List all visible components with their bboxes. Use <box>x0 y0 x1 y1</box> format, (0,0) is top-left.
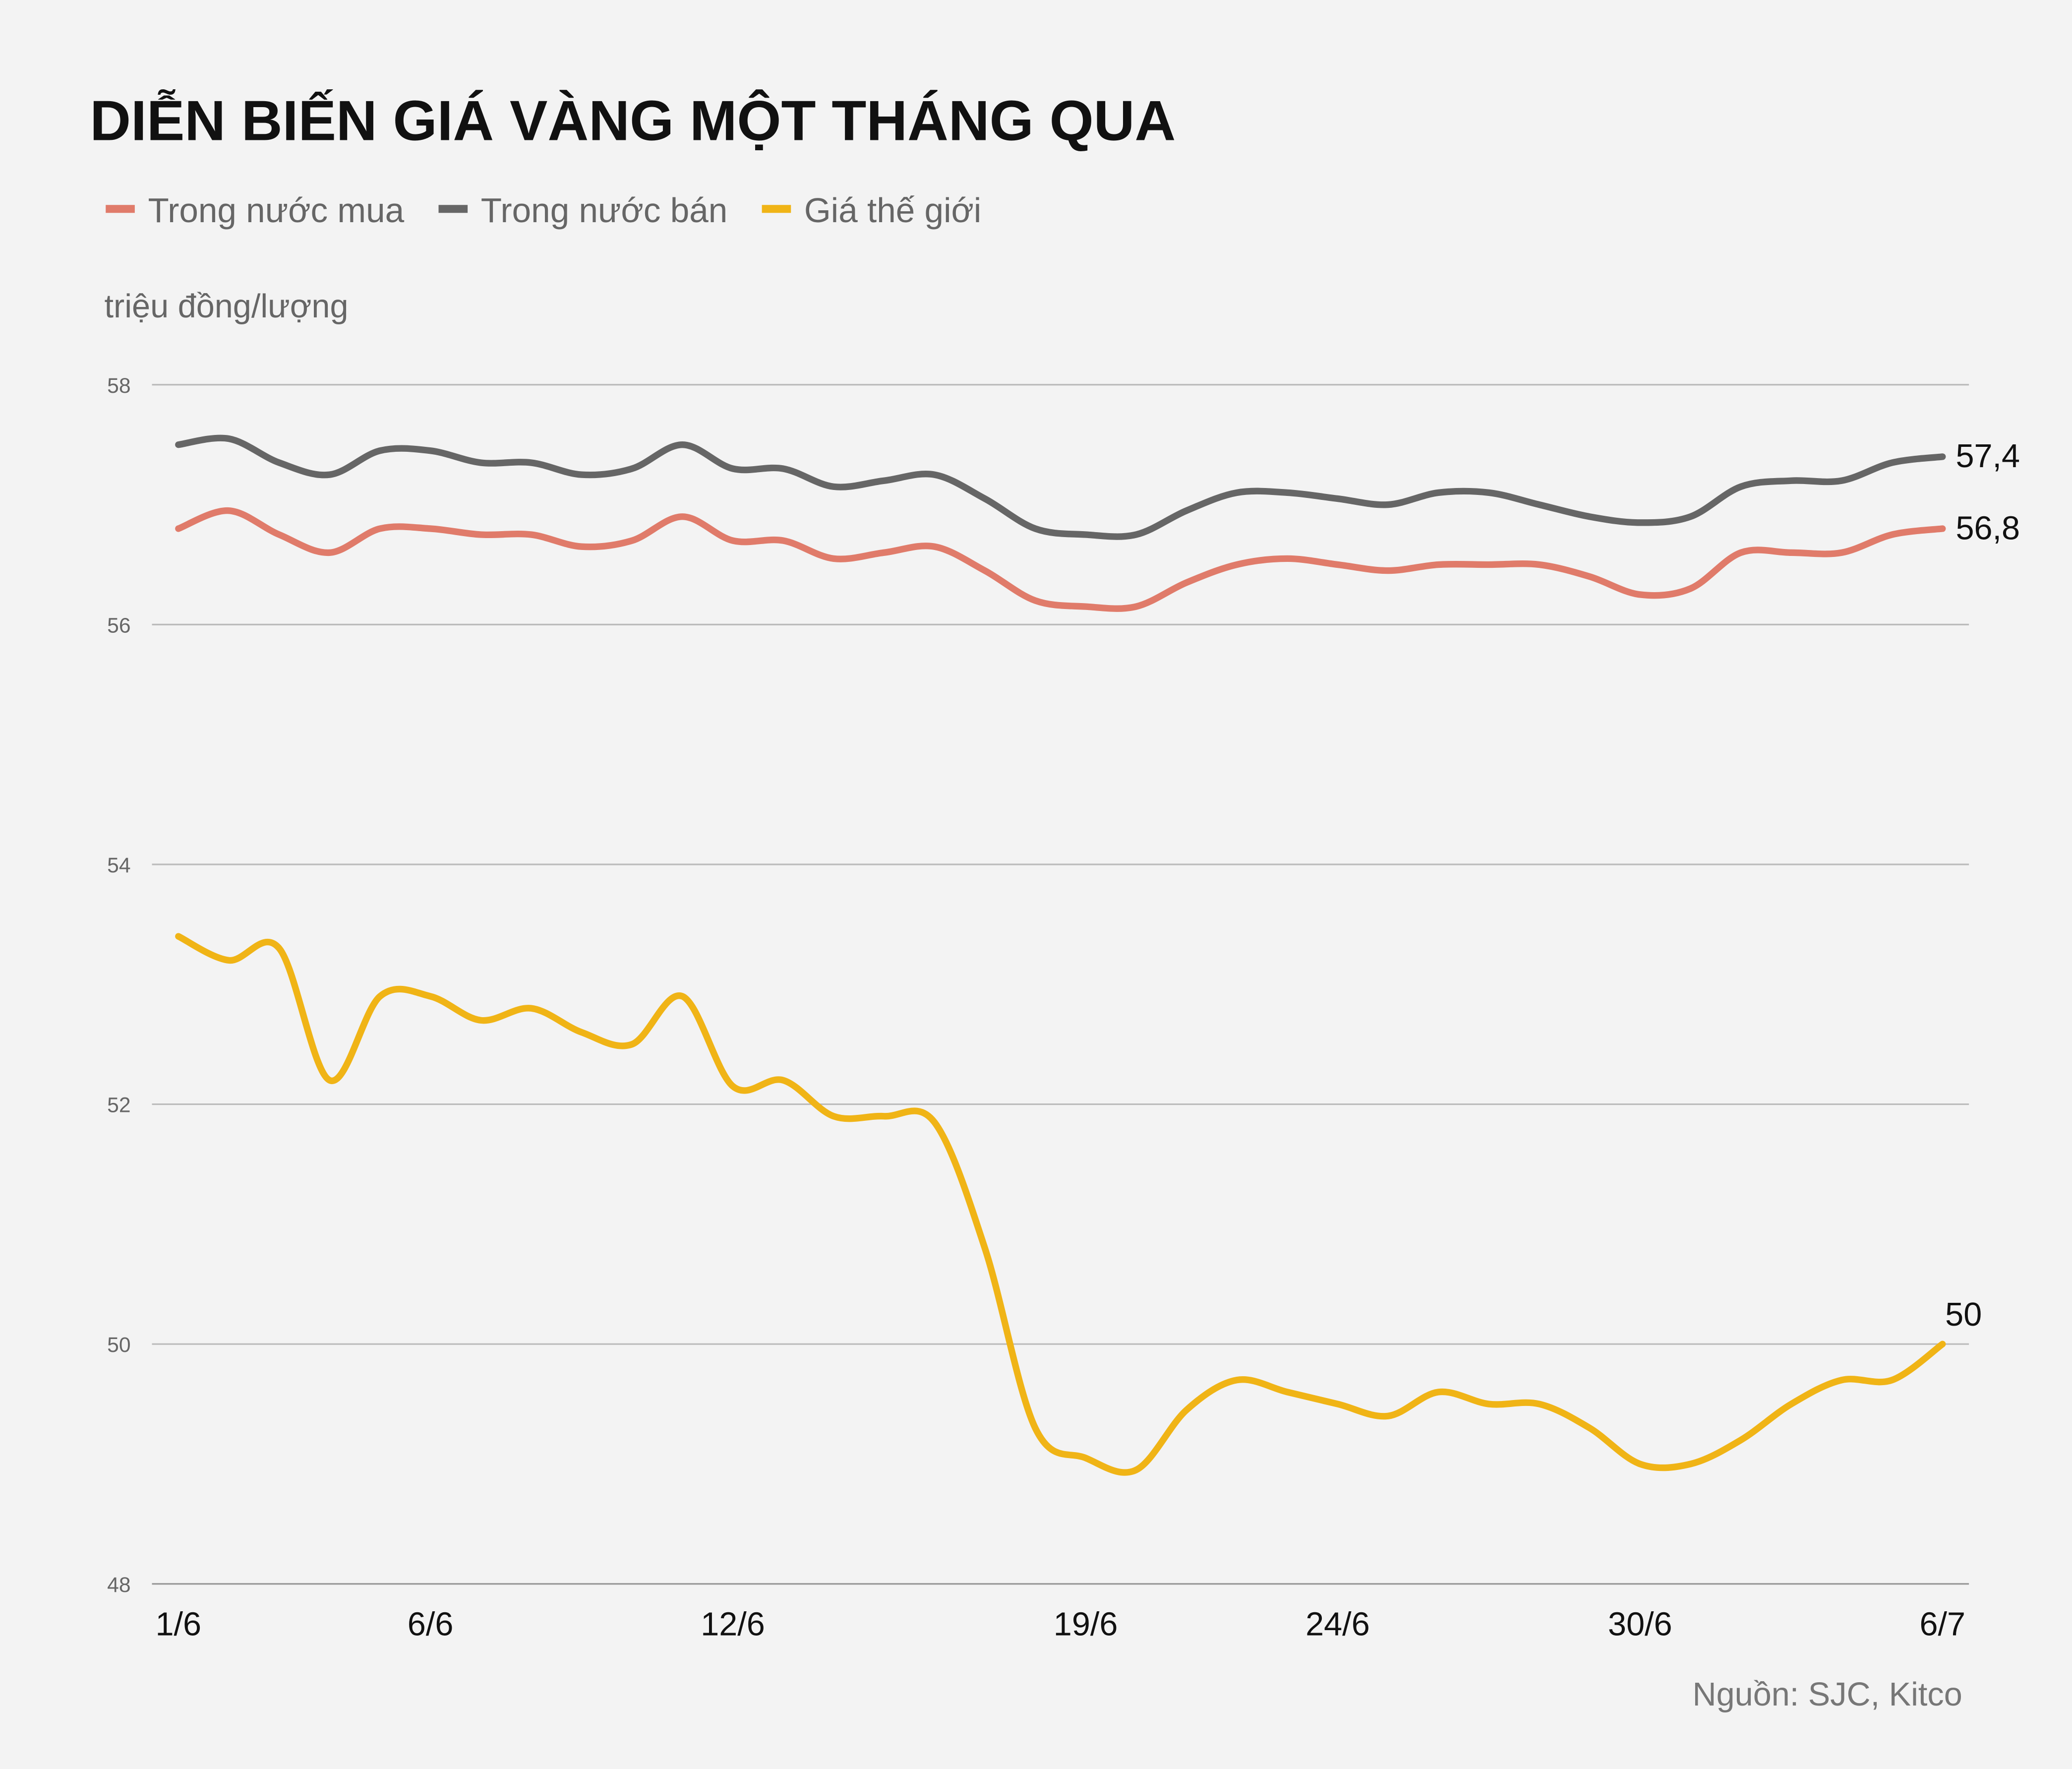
x-tick-label: 1/6 <box>155 1606 201 1643</box>
x-tick-label: 12/6 <box>701 1606 765 1643</box>
y-tick-label: 56 <box>107 613 130 637</box>
x-tick-label: 24/6 <box>1305 1606 1370 1643</box>
chart-title: DIỄN BIẾN GIÁ VÀNG MỘT THÁNG QUA <box>90 89 1176 153</box>
legend-label: Trong nước bán <box>481 191 728 230</box>
value-label: 56,8 <box>1955 510 2020 547</box>
y-tick-label: 52 <box>107 1094 130 1117</box>
series-line <box>175 507 1946 612</box>
y-tick-label: 48 <box>107 1573 130 1597</box>
y-tick-label: 50 <box>107 1333 130 1357</box>
value-label: 57,4 <box>1955 438 2020 475</box>
x-tick-label: 30/6 <box>1608 1606 1672 1643</box>
source: Nguồn: SJC, Kitco <box>1693 1676 1962 1713</box>
series-line <box>175 933 1946 1476</box>
x-tick-label: 19/6 <box>1054 1606 1118 1643</box>
value-label: 50 <box>1945 1296 1982 1333</box>
series-line <box>175 434 1946 540</box>
y-tick-label: 58 <box>107 374 130 398</box>
y-tick-label: 54 <box>107 854 130 877</box>
x-tick-label: 6/6 <box>408 1606 454 1643</box>
legend-label: Trong nước mua <box>148 191 405 230</box>
legend-label: Giá thế giới <box>804 191 981 230</box>
y-axis-label: triệu đồng/lượng <box>105 288 349 325</box>
x-tick-label: 6/7 <box>1920 1606 1966 1643</box>
